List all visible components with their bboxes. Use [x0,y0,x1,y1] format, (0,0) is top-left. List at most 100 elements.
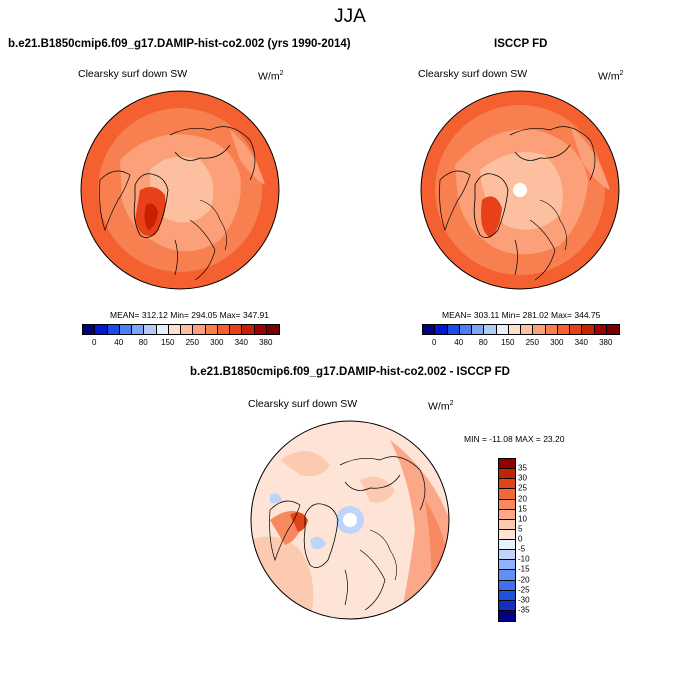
panel2-title: ISCCP FD [494,38,548,50]
colorbar-swatch [499,489,515,500]
panel3-stats: MIN = -11.08 MAX = 23.20 [464,434,565,444]
colorbar-swatch [205,325,218,334]
colorbar-swatch [472,325,485,334]
colorbar-swatch [508,325,521,334]
colorbar-tick-label: 380 [259,338,273,347]
colorbar-tick-label: -30 [518,595,530,605]
colorbar-swatch [557,325,570,334]
colorbar-tick-label: 340 [234,338,248,347]
colorbar-swatch [484,325,497,334]
colorbar-tick-label: 30 [518,473,527,483]
colorbar-tick-label: 0 [518,534,523,544]
colorbar-swatch [499,550,515,561]
panel2-variable-label: Clearsky surf down SW [418,68,528,80]
colorbar-tick-label: 250 [525,338,539,347]
colorbar-tick-label: 80 [138,338,148,347]
colorbar-swatch [435,325,448,334]
colorbar-tick-label: 15 [518,504,527,514]
panel1-polar-map [80,90,280,290]
colorbar-swatch [242,325,255,334]
colorbar-tick-label: 0 [92,338,97,347]
panel2-colorbar [422,324,620,335]
panel1-colorbar [82,324,280,335]
colorbar-swatch [521,325,534,334]
colorbar-tick-label: 150 [161,338,175,347]
colorbar-tick-label: 380 [599,338,613,347]
panel3-variable-label: Clearsky surf down SW [248,398,358,410]
colorbar-swatch [499,570,515,581]
colorbar-swatch [570,325,583,334]
colorbar-swatch [144,325,157,334]
colorbar-swatch [193,325,206,334]
colorbar-swatch [447,325,460,334]
colorbar-tick-label: -20 [518,575,530,584]
colorbar-swatch [230,325,243,334]
panel1-stats: MEAN= 312.12 Min= 294.05 Max= 347.91 [110,310,270,320]
panel1-units: W/m2 [258,70,284,83]
colorbar-tick-label: 300 [550,338,564,347]
colorbar-tick-label: -15 [518,564,530,574]
panel1-colorbar-ticks: 0 40 80 150 250 300 340 380 [82,338,278,348]
colorbar-swatch [156,325,169,334]
figure-title: JJA [334,6,366,27]
colorbar-swatch [545,325,558,334]
colorbar-tick-label: 300 [210,338,224,347]
colorbar-swatch [168,325,181,334]
panel3-polar-map [250,420,450,620]
colorbar-tick-label: 35 [518,463,527,473]
colorbar-swatch [499,519,515,530]
panel1-variable-label: Clearsky surf down SW [78,68,188,80]
colorbar-swatch [499,540,515,551]
colorbar-tick-label: 40 [454,338,464,347]
panel3-colorbar-ticks: 35 30 25 20 15 10 5 0 -5 -10 -15 -20 -25 -30 -35 [518,458,548,620]
colorbar-tick-label: 40 [114,338,124,347]
colorbar-tick-label: 0 [432,338,437,347]
panel2-colorbar-ticks: 0 40 80 150 250 300 340 380 [422,338,618,348]
colorbar-tick-label: -35 [518,605,530,615]
colorbar-swatch [499,479,515,490]
colorbar-tick-label: 250 [185,338,199,347]
colorbar-tick-label: 5 [518,524,523,534]
panel3-colorbar [498,458,516,622]
colorbar-swatch [266,325,279,334]
colorbar-swatch [217,325,230,334]
colorbar-tick-label: -10 [518,554,530,564]
colorbar-swatch [499,600,515,611]
colorbar-tick-label: 20 [518,494,527,503]
colorbar-tick-label: 10 [518,514,527,524]
colorbar-swatch [606,325,619,334]
colorbar-swatch [499,610,515,621]
colorbar-tick-label: 25 [518,483,527,493]
colorbar-swatch [499,459,515,470]
colorbar-swatch [582,325,595,334]
colorbar-tick-label: 150 [501,338,515,347]
colorbar-tick-label: 340 [574,338,588,347]
panel3-units: W/m2 [428,400,454,413]
colorbar-swatch [119,325,132,334]
panel1-title: b.e21.B1850cmip6.f09_g17.DAMIP-hist-co2.… [8,38,351,50]
colorbar-swatch [499,499,515,510]
colorbar-swatch [95,325,108,334]
colorbar-swatch [533,325,546,334]
colorbar-swatch [459,325,472,334]
panel3-title: b.e21.B1850cmip6.f09_g17.DAMIP-hist-co2.… [190,366,510,378]
colorbar-swatch [181,325,194,334]
panel2-stats: MEAN= 303.11 Min= 281.02 Max= 344.75 [442,310,601,320]
colorbar-swatch [132,325,145,334]
colorbar-swatch [107,325,120,334]
panel2-polar-map [420,90,620,290]
colorbar-swatch [83,325,96,334]
colorbar-swatch [496,325,509,334]
colorbar-swatch [423,325,436,334]
colorbar-swatch [499,509,515,520]
colorbar-swatch [499,580,515,591]
colorbar-swatch [499,590,515,601]
colorbar-tick-label: 80 [478,338,488,347]
colorbar-swatch [499,469,515,480]
colorbar-swatch [499,529,515,540]
colorbar-swatch [254,325,267,334]
colorbar-tick-label: -25 [518,585,530,595]
colorbar-swatch [594,325,607,334]
colorbar-tick-label: -5 [518,544,526,554]
colorbar-swatch [499,560,515,571]
